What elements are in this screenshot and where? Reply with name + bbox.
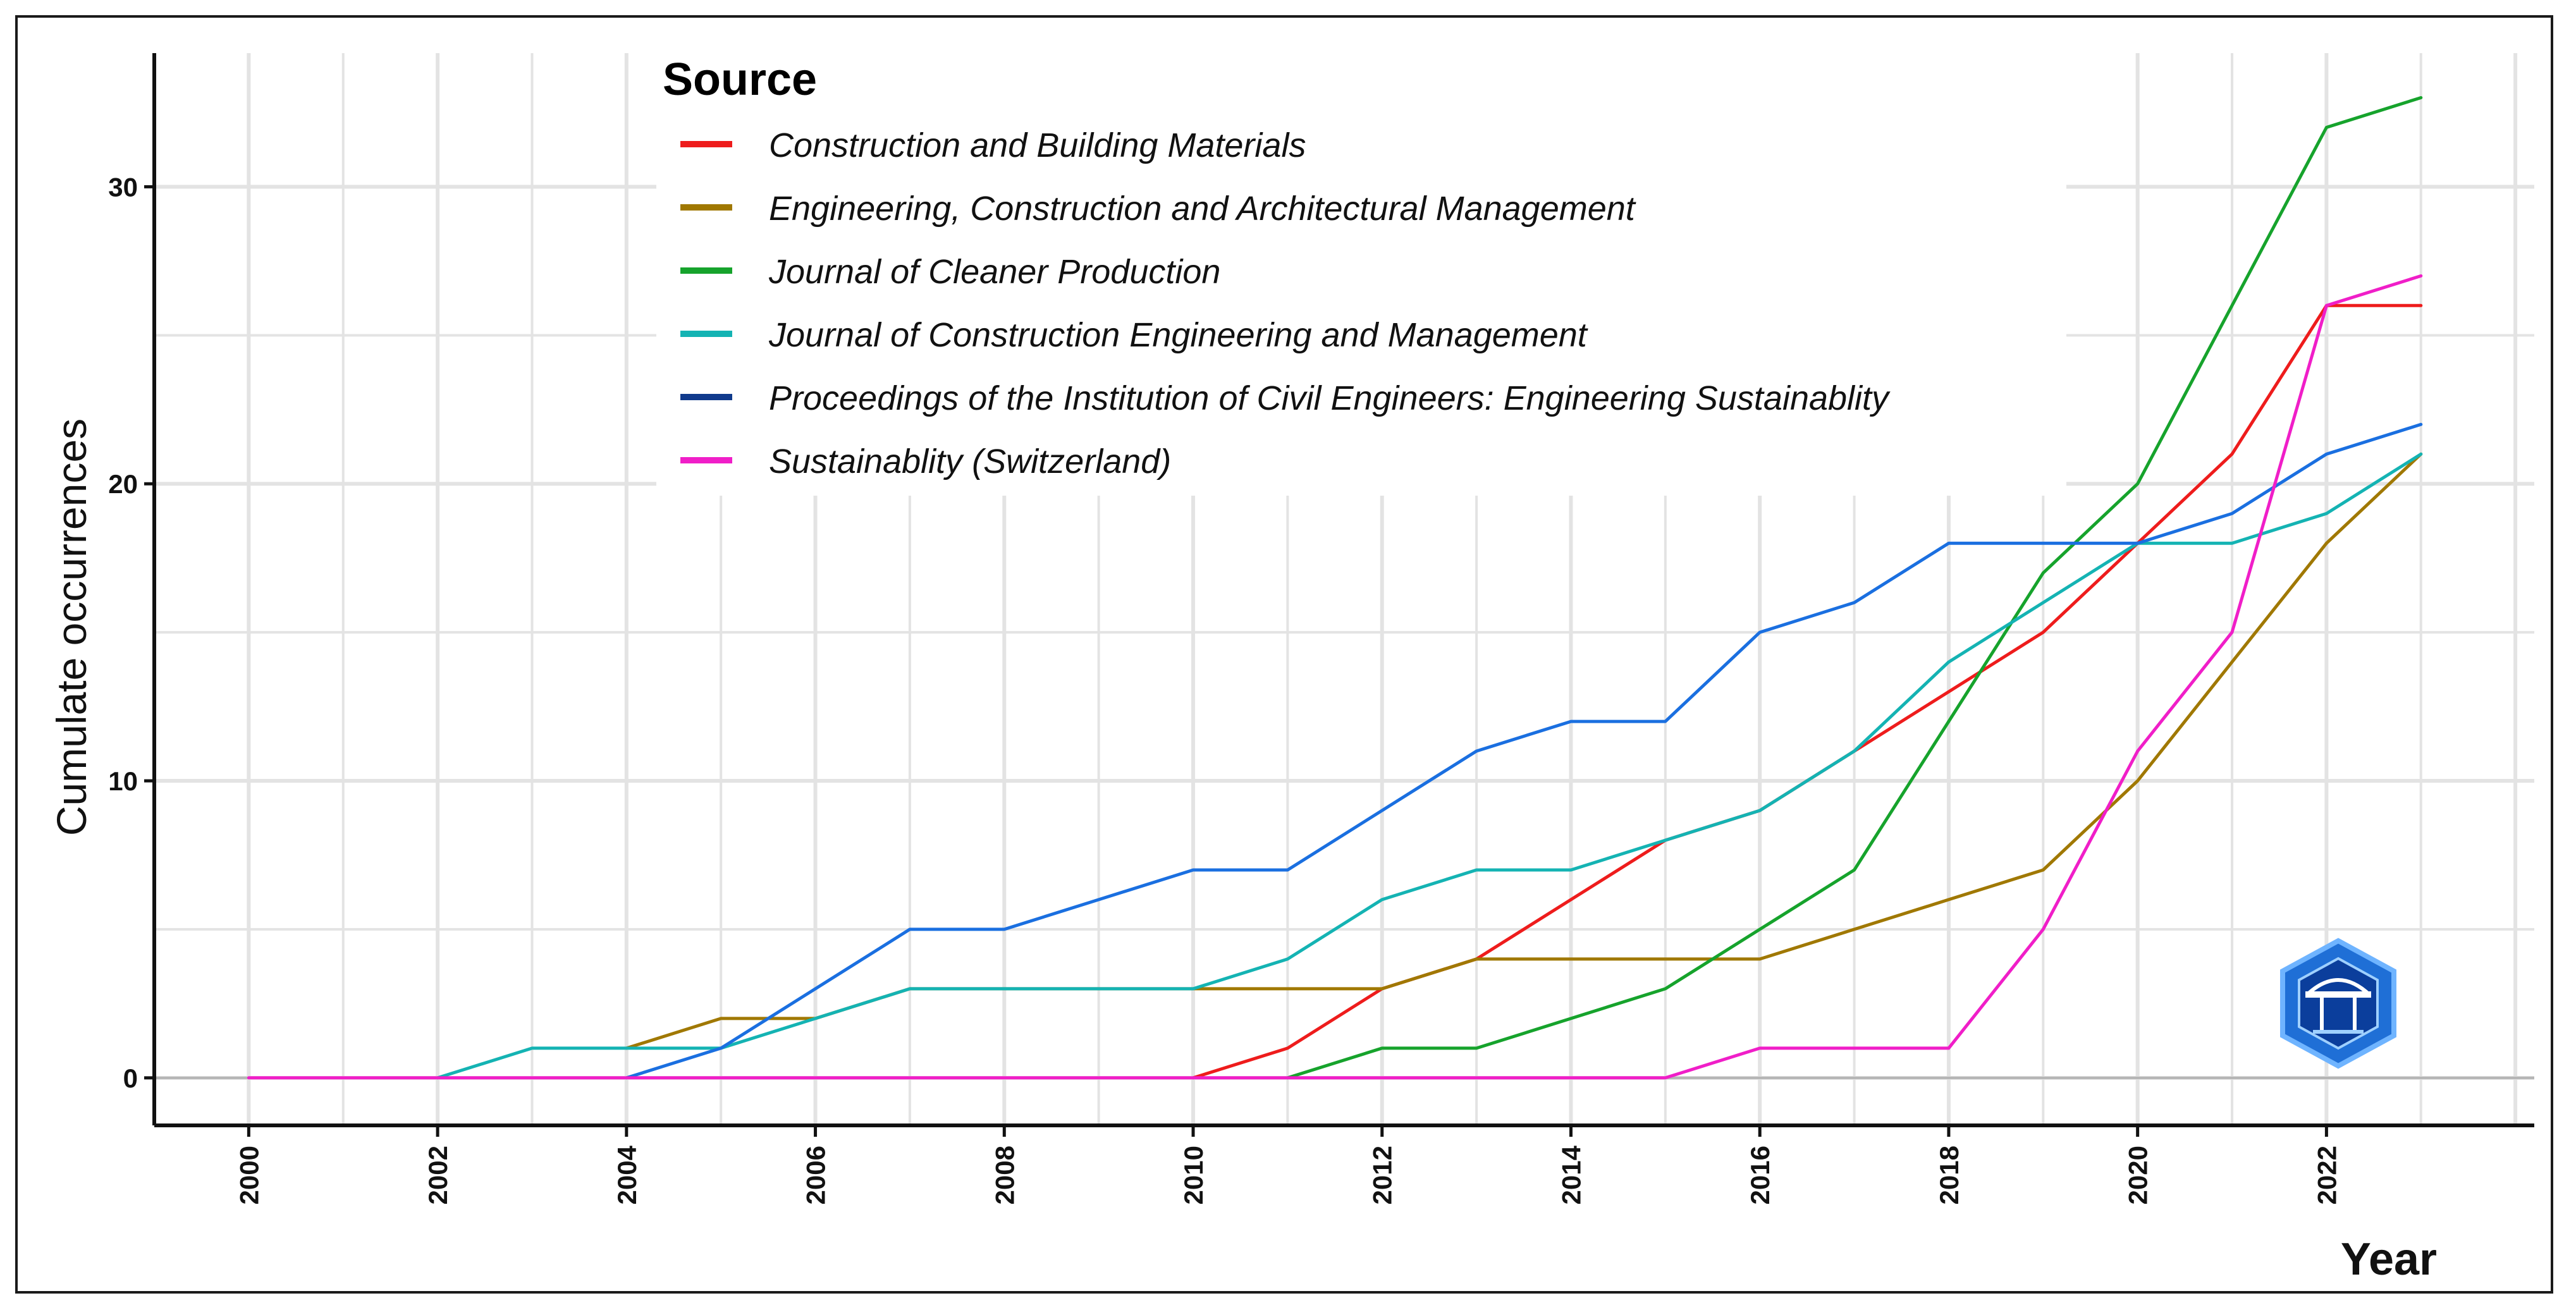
series-line-5 bbox=[625, 422, 2423, 1080]
logo-bridge-arch bbox=[2305, 978, 2372, 997]
x-tick-label: 2000 bbox=[234, 1146, 264, 1204]
x-tick-label: 2006 bbox=[801, 1146, 831, 1204]
x-tick-label: 2014 bbox=[1556, 1145, 1586, 1204]
logo-inner-hexagon bbox=[2298, 957, 2379, 1050]
legend-label-5: Proceedings of the Institution of Civil … bbox=[769, 379, 1891, 417]
logo-bridge-deck bbox=[2305, 991, 2371, 998]
legend-items: Construction and Building Materials Engin… bbox=[680, 126, 1891, 481]
line-chart: 0 10 20 30 2000 2002 2004 2006 2008 2010 2012 2014… bbox=[48, 53, 2534, 1285]
y-tick-label: 10 bbox=[108, 766, 138, 796]
logo bbox=[2280, 938, 2396, 1069]
y-tick-label: 0 bbox=[123, 1063, 138, 1093]
series-line-4 bbox=[436, 452, 2423, 1080]
x-tick-label: 2018 bbox=[1934, 1146, 1964, 1204]
legend-title: Source bbox=[663, 54, 817, 105]
y-ticks: 0 10 20 30 bbox=[108, 172, 154, 1093]
y-axis-title: Cumulate occurrences bbox=[48, 419, 95, 836]
y-tick-label: 20 bbox=[108, 469, 138, 499]
x-tick-label: 2002 bbox=[423, 1146, 453, 1204]
series-line-6 bbox=[247, 274, 2423, 1080]
x-tick-label: 2008 bbox=[990, 1146, 1019, 1204]
x-tick-label: 2012 bbox=[1368, 1146, 1397, 1204]
series-line-3 bbox=[1285, 96, 2423, 1080]
x-axis-title: Year bbox=[2341, 1234, 2437, 1285]
y-tick-label: 30 bbox=[108, 172, 138, 202]
x-tick-label: 2022 bbox=[2312, 1146, 2341, 1204]
legend-label-3: Journal of Cleaner Production bbox=[768, 253, 1220, 291]
x-tick-label: 2010 bbox=[1179, 1146, 1208, 1204]
x-tick-label: 2020 bbox=[2123, 1146, 2153, 1204]
legend: Source Construction and Building Materia… bbox=[656, 53, 2066, 496]
x-tick-label: 2004 bbox=[612, 1145, 642, 1204]
series-group bbox=[247, 96, 2423, 1080]
legend-label-6: Sustainablity (Switzerland) bbox=[769, 443, 1171, 481]
x-tick-label: 2016 bbox=[1745, 1146, 1775, 1204]
legend-label-4: Journal of Construction Engineering and … bbox=[768, 316, 1588, 354]
x-ticks: 2000 2002 2004 2006 2008 2010 2012 2014 2016 2018… bbox=[234, 1125, 2341, 1204]
legend-label-1: Construction and Building Materials bbox=[769, 126, 1306, 164]
legend-label-2: Engineering, Construction and Architectu… bbox=[769, 190, 1636, 228]
chart-frame: 0 10 20 30 2000 2002 2004 2006 2008 2010 2012 2014… bbox=[15, 15, 2553, 1294]
legend-background bbox=[656, 53, 2066, 496]
